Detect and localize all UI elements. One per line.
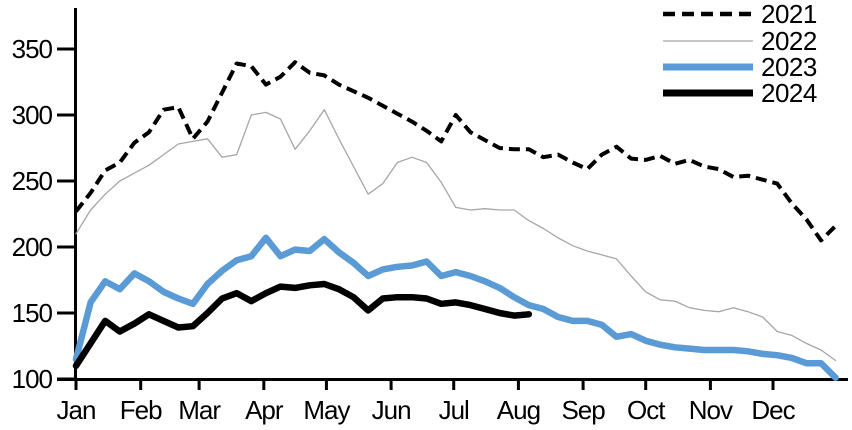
y-tick-label: 300 — [12, 100, 53, 130]
series-2022-line — [75, 109, 837, 362]
x-tick-label: Jan — [57, 395, 96, 425]
legend-label-2021: 2021 — [761, 0, 817, 29]
x-tick-label: Jul — [439, 395, 469, 425]
x-tick-label: Jun — [372, 395, 411, 425]
series-2021-line — [74, 60, 838, 243]
x-tick-label: Mar — [178, 395, 221, 425]
legend-label-2022: 2022 — [761, 26, 817, 56]
x-tick-label: Aug — [497, 395, 540, 425]
x-tick-label: Apr — [245, 395, 284, 425]
x-tick-label: Feb — [120, 395, 162, 425]
y-tick-label: 100 — [12, 364, 53, 394]
x-tick-label: May — [303, 395, 350, 425]
legend-label-2024: 2024 — [761, 78, 817, 108]
series-2024-line — [72, 280, 533, 370]
y-tick-label: 150 — [12, 298, 53, 328]
y-tick-label: 350 — [12, 34, 53, 64]
x-tick-label: Sep — [561, 395, 605, 425]
x-tick-label: Dec — [751, 395, 795, 425]
y-tick-label: 250 — [12, 166, 53, 196]
series-2023-line — [72, 234, 839, 381]
legend-label-2023: 2023 — [761, 52, 817, 82]
y-tick-label: 200 — [12, 232, 53, 262]
x-tick-label: Oct — [627, 395, 666, 425]
x-tick-label: Nov — [689, 395, 733, 425]
